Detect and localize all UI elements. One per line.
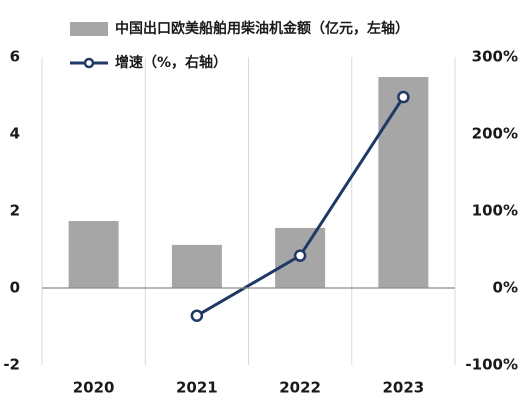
- legend-label: 增速（%，右轴）: [115, 54, 227, 71]
- x-tick-label: 2022: [279, 379, 321, 397]
- y2-tick-label: 100%: [472, 202, 518, 220]
- y-tick-label: 4: [10, 125, 20, 143]
- y2-tick-label: 300%: [472, 48, 518, 66]
- y2-tick-label: 200%: [472, 125, 518, 143]
- bar: [378, 77, 429, 289]
- y2-tick-label: -100%: [465, 356, 518, 374]
- x-tick-label: 2020: [73, 379, 115, 397]
- x-tick-label: 2023: [383, 379, 425, 397]
- legend-label: 中国出口欧美船舶用柴油机金额（亿元，左轴）: [115, 20, 409, 37]
- bar: [171, 244, 222, 288]
- legend-swatch: [70, 22, 108, 36]
- line-marker: [190, 309, 204, 322]
- legend-marker: [83, 57, 95, 69]
- y-tick-label: 6: [10, 48, 20, 66]
- y-tick-label: -2: [3, 356, 20, 374]
- x-tick-label: 2021: [176, 379, 218, 397]
- line-marker: [293, 249, 307, 262]
- y-tick-label: 0: [10, 279, 20, 297]
- y-tick-label: 2: [10, 202, 20, 220]
- line-marker: [397, 90, 410, 104]
- bar: [68, 221, 119, 288]
- y2-tick-label: 0%: [493, 279, 518, 297]
